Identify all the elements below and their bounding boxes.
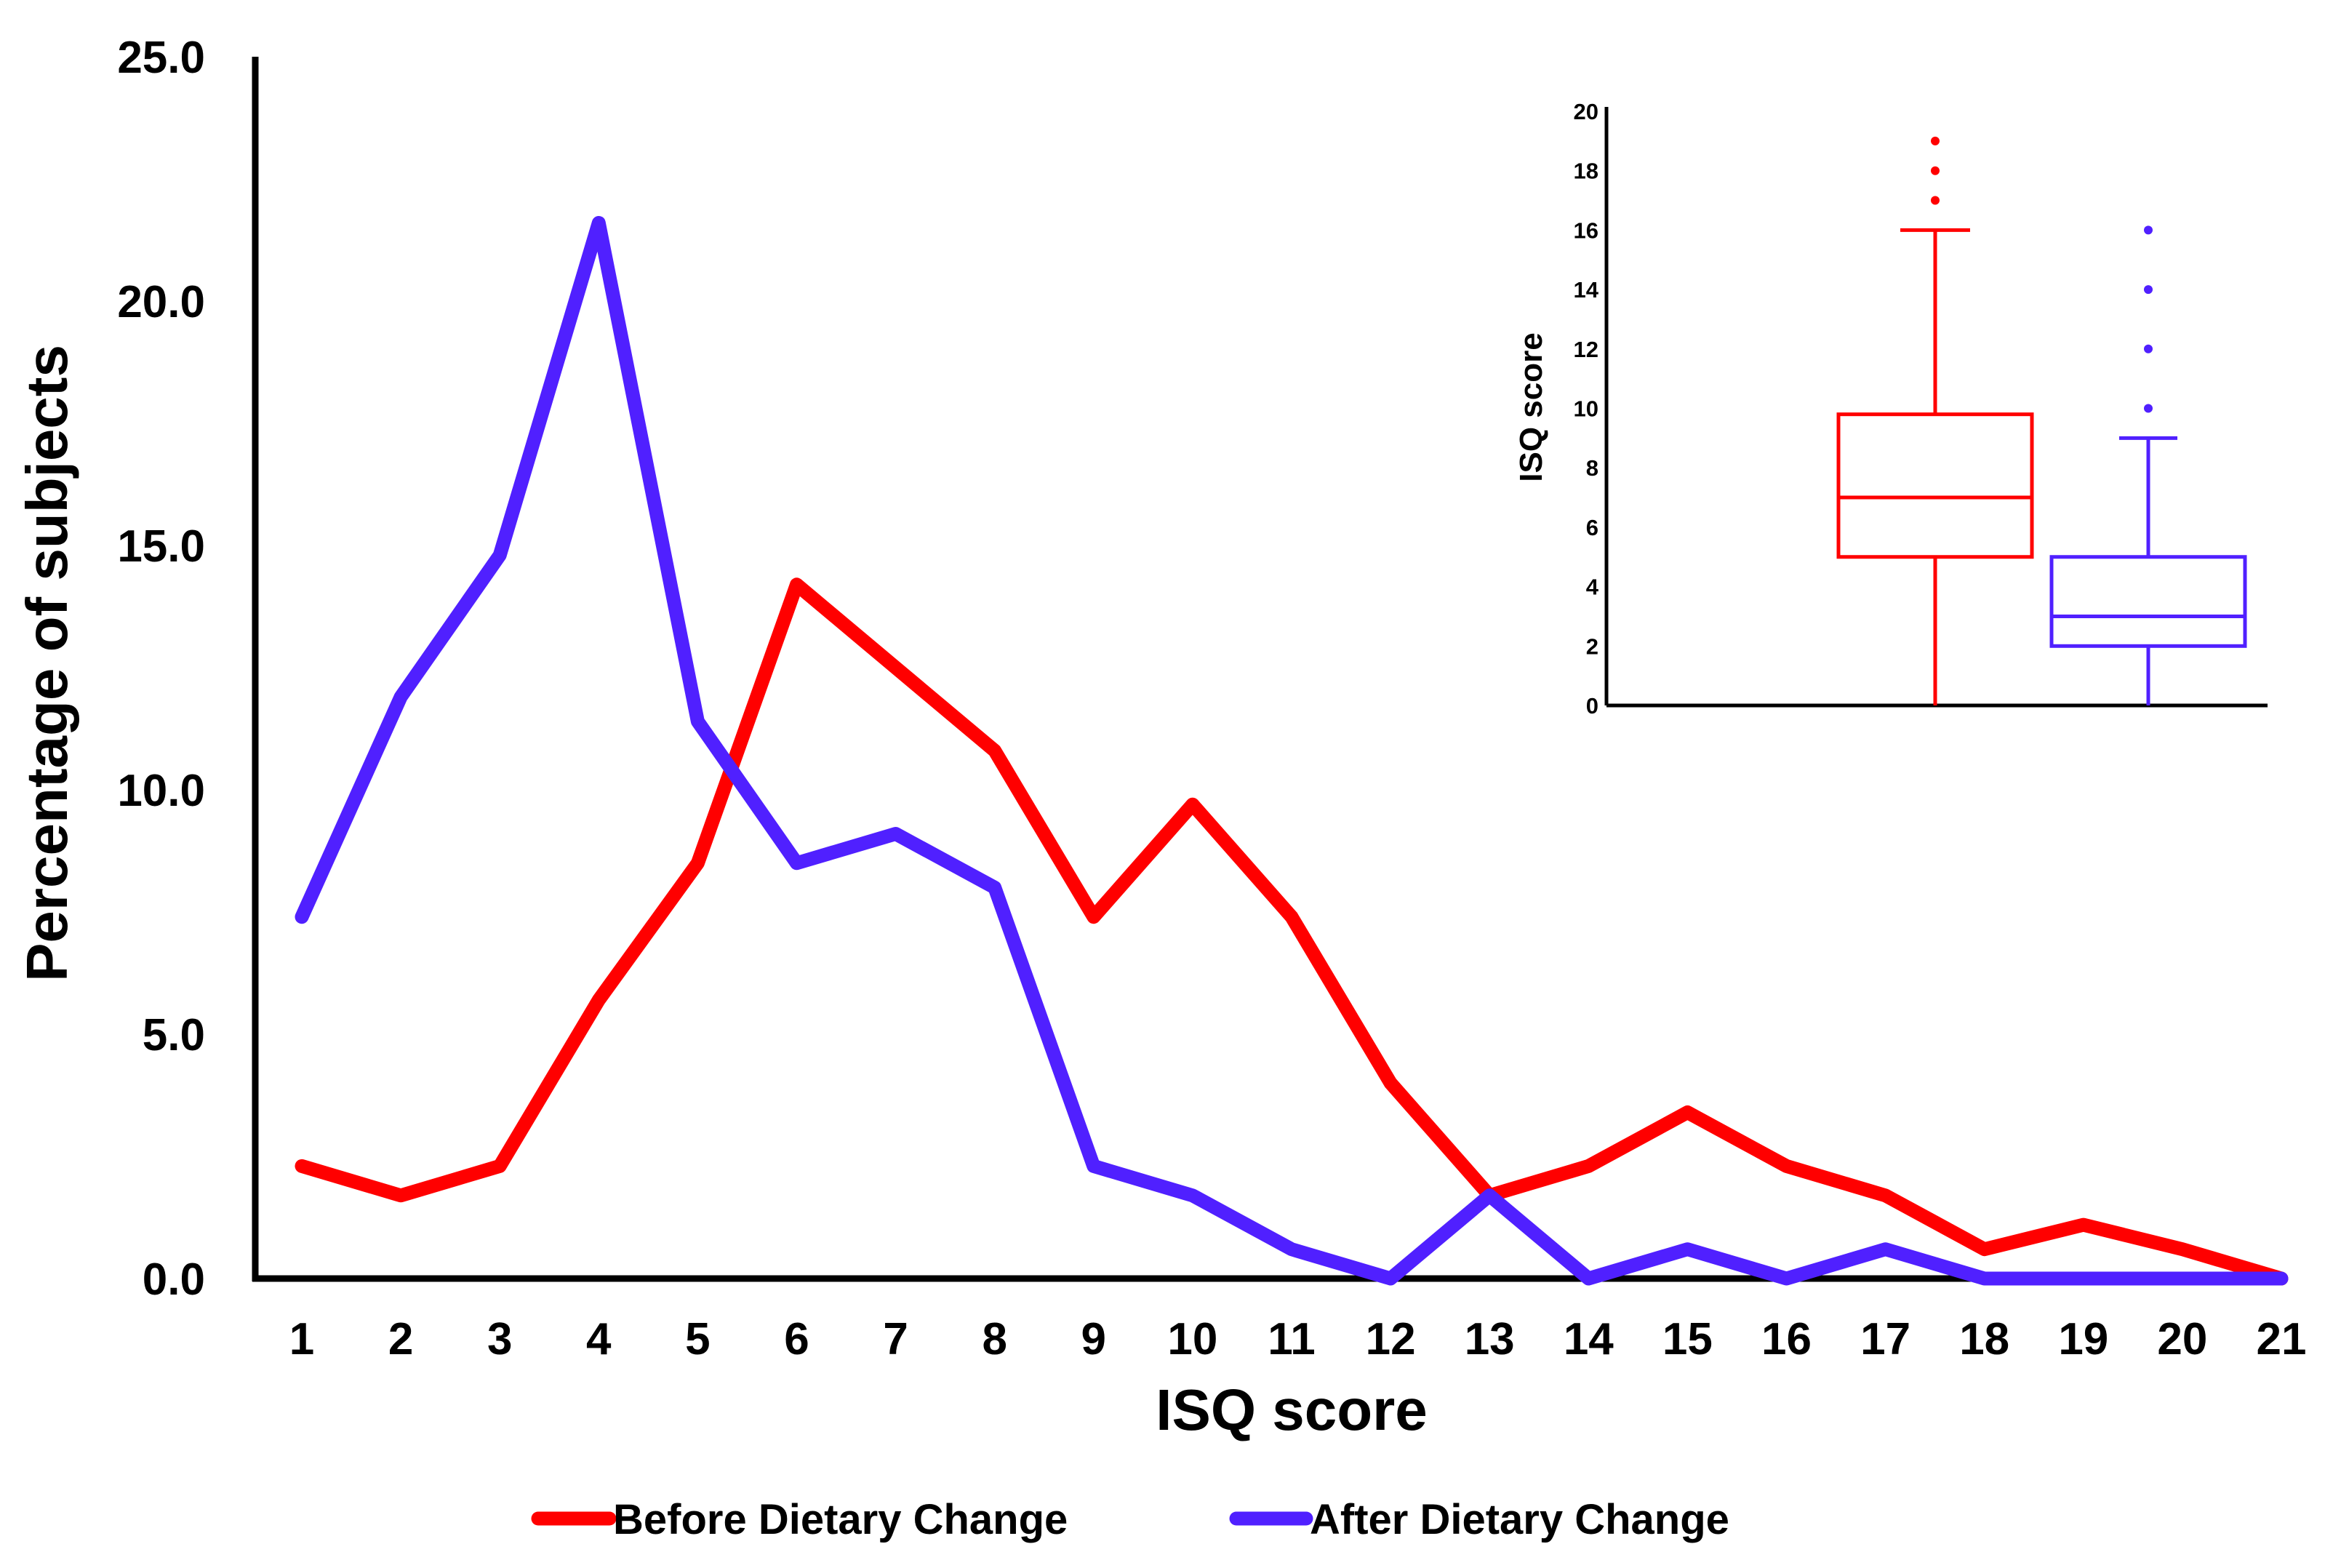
x-tick-label: 13 — [1465, 1314, 1515, 1364]
y-tick-label: 5.0 — [143, 1010, 205, 1060]
x-tick-label: 18 — [1959, 1314, 2009, 1364]
inset-y-axis-title: ISQ score — [1513, 332, 1549, 481]
inset-y-tick-label: 20 — [1574, 99, 1598, 124]
x-tick-label: 21 — [2257, 1314, 2307, 1364]
inset-y-tick-label: 4 — [1586, 575, 1599, 600]
x-tick-label: 7 — [883, 1314, 908, 1364]
x-tick-label: 19 — [2058, 1314, 2108, 1364]
x-tick-label: 17 — [1860, 1314, 1910, 1364]
series-line-2 — [295, 216, 2289, 1286]
y-tick-label: 15.0 — [117, 521, 205, 572]
x-tick-label: 1 — [289, 1314, 314, 1364]
y-tick-label: 0.0 — [143, 1255, 205, 1305]
x-tick-label: 16 — [1761, 1314, 1812, 1364]
x-tick-label: 2 — [388, 1314, 413, 1364]
inset-y-tick-label: 18 — [1574, 159, 1598, 184]
box-1-iqr-rect — [1836, 412, 2034, 559]
x-tick-label: 20 — [2157, 1314, 2207, 1364]
box-1-outlier — [1931, 196, 1940, 205]
inset-y-tick-label: 12 — [1574, 337, 1598, 362]
x-tick-label: 3 — [487, 1314, 512, 1364]
box-2-iqr-rect — [2049, 555, 2247, 648]
main-line-chart: 0.05.010.015.020.025.01 2 3 4 5 6 7 8 9 10 11 12 13 1… — [15, 33, 2306, 1442]
box-1-outlier — [1931, 166, 1940, 175]
x-tick-label: 10 — [1167, 1314, 1217, 1364]
x-tick-label: 8 — [982, 1314, 1007, 1364]
x-tick-label: 14 — [1564, 1314, 1614, 1364]
inset-y-tick-label: 2 — [1586, 633, 1598, 659]
y-axis-title: Percentage of subjects — [15, 345, 79, 982]
x-tick-label: 4 — [586, 1314, 612, 1364]
x-tick-label: 11 — [1268, 1314, 1316, 1364]
y-tick-label: 25.0 — [117, 33, 205, 83]
inset-y-tick-label: 10 — [1574, 396, 1598, 422]
box-2-outlier — [2144, 404, 2153, 413]
inset-y-tick-label: 8 — [1586, 455, 1598, 481]
inset-y-tick-label: 6 — [1586, 515, 1598, 540]
legend-label-2: After Dietary Change — [1310, 1496, 1729, 1543]
box-2-outlier — [2144, 344, 2153, 353]
x-axis-title: ISQ score — [1156, 1377, 1428, 1442]
legend: Before Dietary Change After Dietary Chang… — [531, 1496, 1729, 1543]
box-2-outlier — [2144, 285, 2153, 295]
inset-y-tick-label: 14 — [1574, 277, 1599, 303]
x-tick-label: 9 — [1081, 1314, 1106, 1364]
x-tick-label: 12 — [1366, 1314, 1416, 1364]
x-tick-label: 5 — [685, 1314, 710, 1364]
inset-y-tick-label: 0 — [1586, 693, 1598, 719]
x-tick-label: 6 — [784, 1314, 809, 1364]
y-tick-label: 20.0 — [117, 277, 205, 327]
box-2-outlier — [2144, 225, 2153, 235]
series-line-1 — [295, 577, 2289, 1286]
inset-box-plot: 0 2 4 6 8 10 12 14 16 18 20 ISQ score — [1513, 99, 2268, 719]
box-1-outlier — [1931, 136, 1940, 145]
x-tick-label: 15 — [1662, 1314, 1713, 1364]
y-tick-label: 10.0 — [117, 766, 205, 816]
legend-label-1: Before Dietary Change — [613, 1496, 1068, 1543]
inset-y-tick-label: 16 — [1574, 217, 1598, 243]
